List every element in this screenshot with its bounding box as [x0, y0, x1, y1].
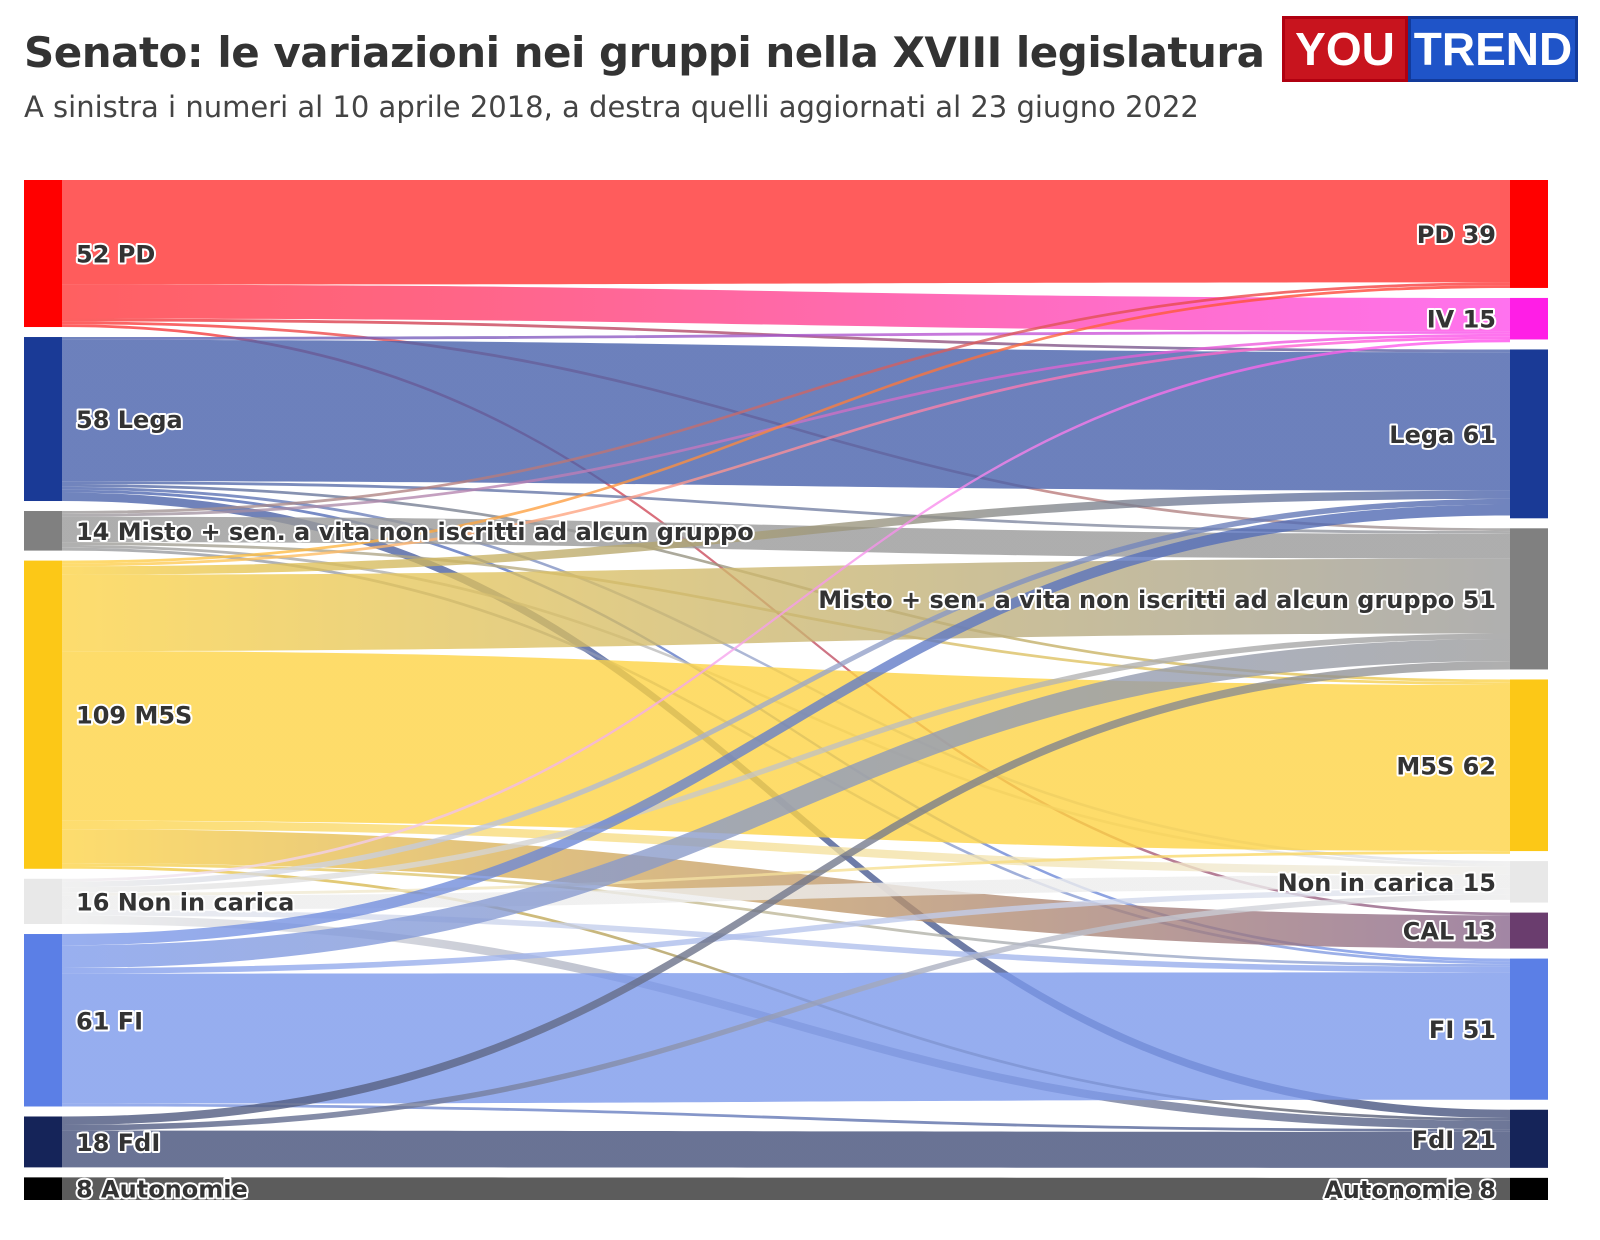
right-node-M5S: [1510, 679, 1548, 852]
sankey-flows: [62, 180, 1510, 1200]
flow-Misto-to-Misto: [62, 516, 1510, 559]
flow-M5S-to-M5S: [62, 651, 1510, 852]
logo-part-trend: TREND: [1408, 16, 1578, 82]
flow-FdI-to-NonInCarica: [62, 894, 1510, 1131]
right-label-Autonomie: Autonomie 8: [1324, 1176, 1496, 1204]
left-node-Misto: [24, 511, 62, 551]
right-label-FdI: FdI 21: [1412, 1126, 1496, 1154]
right-label-M5S: M5S 62: [1396, 752, 1496, 780]
right-label-Misto: Misto + sen. a vita non iscritti ad alcu…: [818, 586, 1496, 614]
flow-M5S-to-Misto: [62, 558, 1510, 652]
flow-M5S-to-NonInCarica: [62, 820, 1510, 875]
flow-PD-to-IV: [62, 284, 1510, 332]
right-node-CAL: [1510, 912, 1548, 949]
flow-M5S-to-FI: [62, 863, 1510, 967]
left-label-FI: 61 FI: [76, 1007, 143, 1035]
right-node-PD: [1510, 180, 1548, 288]
sankey-labels: 52 PD 58 Lega 14 Misto + sen. a vita non i…: [74, 219, 1498, 1206]
right-node-Lega: [1510, 349, 1548, 519]
left-label-Lega: 58 Lega: [76, 406, 183, 434]
right-node-Misto: [1510, 528, 1548, 670]
flow-Lega-to-Lega: [62, 339, 1510, 491]
flow-M5S-to-Lega: [62, 490, 1510, 575]
chart-title: Senato: le variazioni nei gruppi nella X…: [24, 28, 1265, 77]
right-node-Autonomie: [1510, 1177, 1548, 1200]
flow-PD-to-PD: [62, 180, 1510, 285]
right-node-IV: [1510, 297, 1548, 340]
flow-FdI-to-Misto: [62, 661, 1510, 1125]
right-label-IV: IV 15: [1427, 306, 1496, 334]
flow-Lega-to-Misto: [62, 481, 1510, 534]
flow-FI-to-FdI: [62, 1103, 1510, 1132]
logo-part-you: YOU: [1282, 16, 1408, 82]
sankey-nodes: [24, 180, 1548, 1200]
chart-subtitle: A sinistra i numeri al 10 aprile 2018, a…: [24, 90, 1199, 124]
right-label-FI: FI 51: [1429, 1016, 1496, 1044]
left-node-NonInCarica: [24, 878, 62, 925]
right-label-PD: PD 39: [1417, 221, 1496, 249]
flow-NonInCarica-to-M5S: [62, 851, 1510, 896]
youtrend-logo: YOU TREND: [1282, 16, 1578, 82]
left-label-PD: 52 PD: [76, 241, 155, 269]
right-node-FI: [1510, 958, 1548, 1100]
left-label-NonInCarica: 16 Non in carica: [76, 888, 294, 916]
flow-FI-to-Lega: [62, 504, 1510, 946]
left-node-M5S: [24, 560, 62, 869]
left-label-M5S: 109 M5S: [76, 702, 192, 730]
left-node-FdI: [24, 1116, 62, 1168]
flow-NonInCarica-to-FI: [62, 909, 1510, 973]
left-label-FdI: 18 FdI: [76, 1129, 160, 1157]
flow-FI-to-Misto: [62, 639, 1510, 968]
left-label-Misto: 14 Misto + sen. a vita non iscritti ad a…: [76, 518, 754, 546]
flow-Lega-to-IV: [62, 331, 1510, 340]
flow-FdI-to-FdI: [62, 1130, 1510, 1168]
right-label-NonInCarica: Non in carica 15: [1278, 869, 1496, 897]
flow-M5S-to-PD: [62, 285, 1510, 564]
flow-NonInCarica-to-Lega: [62, 498, 1510, 888]
right-node-NonInCarica: [1510, 861, 1548, 903]
flow-Autonomie-to-Autonomie: [62, 1177, 1510, 1200]
right-label-Lega: Lega 61: [1389, 421, 1496, 449]
flow-NonInCarica-to-Misto: [62, 633, 1510, 893]
right-label-CAL: CAL 13: [1403, 918, 1496, 946]
flow-Misto-to-PD: [62, 282, 1510, 514]
left-node-FI: [24, 934, 62, 1107]
left-node-Lega: [24, 337, 62, 502]
flow-M5S-to-IV: [62, 336, 1510, 567]
left-label-Autonomie: 8 Autonomie: [76, 1176, 248, 1204]
flow-FI-to-FI: [62, 972, 1510, 1104]
flow-FI-to-NonInCarica: [62, 888, 1510, 974]
left-node-Autonomie: [24, 1177, 62, 1200]
flow-NonInCarica-to-IV: [62, 339, 1510, 882]
right-node-FdI: [1510, 1109, 1548, 1168]
left-node-PD: [24, 180, 62, 328]
